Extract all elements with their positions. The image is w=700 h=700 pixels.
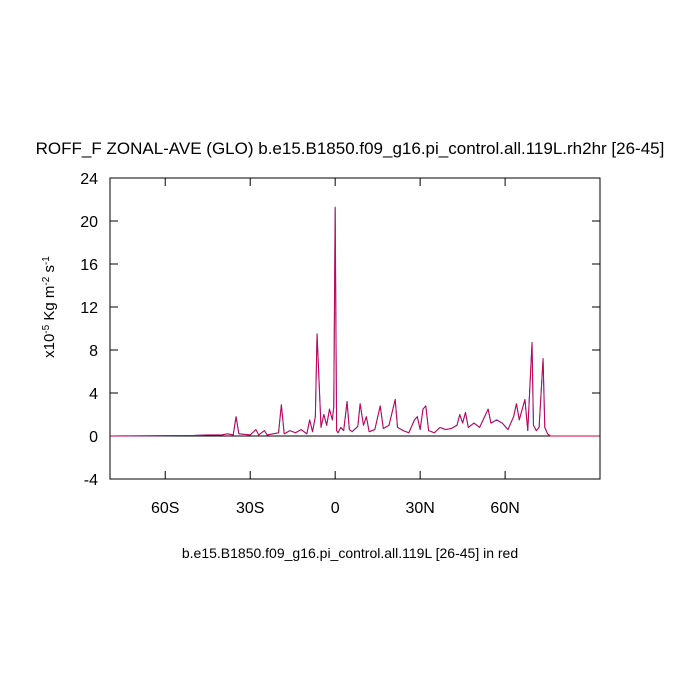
y-axis-label-superscript: -5 — [41, 324, 52, 333]
x-tick-label: 30S — [236, 500, 264, 517]
y-axis-label-part: Kg m — [41, 286, 58, 325]
y-tick-label: 0 — [89, 429, 98, 446]
series-line — [109, 207, 600, 437]
y-axis-label-part: x10 — [41, 334, 58, 358]
y-tick-label: 4 — [89, 386, 98, 403]
x-axis-label: b.e15.B1850.f09_g16.pi_control.all.119L … — [182, 545, 518, 561]
x-tick-label: 60S — [151, 500, 179, 517]
y-axis-label-superscript: -2 — [41, 276, 52, 285]
y-axis-label-superscript: -1 — [41, 256, 52, 265]
y-tick-label: 12 — [80, 300, 98, 317]
x-tick-label: 0 — [331, 500, 340, 517]
x-tick-label: 60N — [490, 500, 519, 517]
y-axis-label: x10-5 Kg m-2 s-1 — [41, 256, 59, 358]
chart-title: ROFF_F ZONAL-AVE (GLO) b.e15.B1850.f09_g… — [36, 139, 665, 158]
y-tick-label: 8 — [89, 343, 98, 360]
y-tick-label: 20 — [80, 214, 98, 231]
y-tick-label: 16 — [80, 257, 98, 274]
y-tick-label: 24 — [80, 171, 98, 188]
plot-frame — [109, 177, 601, 480]
y-axis-label-part: s — [41, 265, 58, 277]
x-tick-label: 30N — [405, 500, 434, 517]
y-tick-label: -4 — [84, 472, 98, 489]
